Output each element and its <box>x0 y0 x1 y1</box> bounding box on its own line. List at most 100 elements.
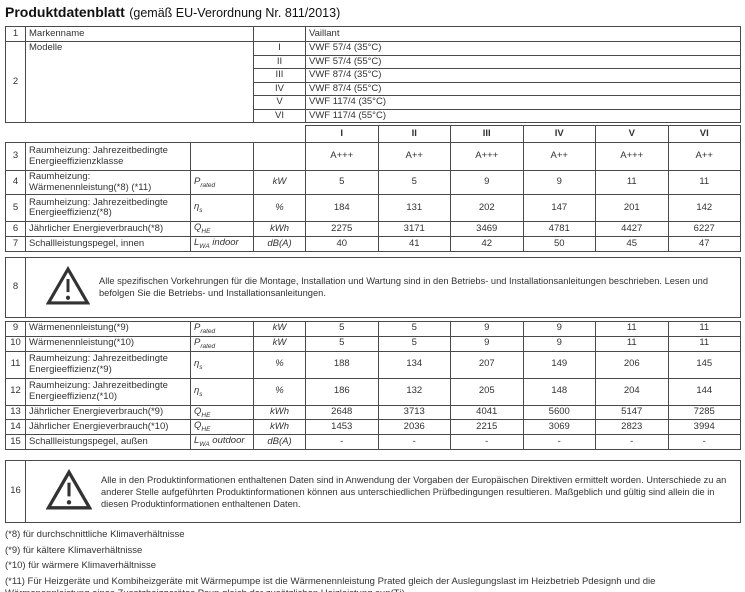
value-cell: 50 <box>522 235 596 252</box>
row-label: Raumheizung: Jahrezeitbedingte Energieef… <box>25 377 191 406</box>
value-cell: 5600 <box>522 404 596 421</box>
model-name: VWF 117/4 (55°C) <box>305 108 741 123</box>
brand-value: Vaillant <box>305 26 741 42</box>
value-cell: 5 <box>377 170 451 195</box>
row-number: 10 <box>5 335 26 352</box>
unit: kW <box>253 170 306 195</box>
value-cell: A++ <box>377 142 451 171</box>
row-number: 7 <box>5 235 26 252</box>
footnote: (*11) Für Heizgeräte und Kombiheizgeräte… <box>5 575 656 592</box>
unit: % <box>253 377 306 406</box>
model-numeral: II <box>253 54 306 69</box>
value-cell: 11 <box>667 170 741 195</box>
value-cell: 4781 <box>522 221 596 237</box>
value-cell: 40 <box>305 235 379 252</box>
value-cell: 4041 <box>450 404 524 421</box>
heating-data-table-cold-warm-climate: 9 Wärmenennleistung(*9) Prated kW 5 5 9 9 11 11 10… <box>5 320 741 451</box>
value-cell: - <box>522 434 596 451</box>
value-cell: 5 <box>377 335 451 352</box>
value-cell: 2823 <box>595 419 669 436</box>
row-number: 16 <box>5 460 26 524</box>
data-row: 11 Raumheizung: Jahrezeitbedingte Energie… <box>5 350 741 379</box>
value-cell: 145 <box>667 350 741 379</box>
data-row: 14 Jährlicher Energieverbrauch(*10) QHE kWh… <box>5 419 741 436</box>
column-header: IV <box>522 125 596 143</box>
symbol: QHE <box>190 404 254 421</box>
row-number: 12 <box>5 377 26 406</box>
value-cell: A+++ <box>595 142 669 171</box>
row-number: 13 <box>5 404 26 421</box>
value-cell: 9 <box>450 320 524 337</box>
model-row: VI VWF 117/4 (55°C) <box>6 108 741 123</box>
value-cell: 2215 <box>450 419 524 436</box>
warning-text: Alle in den Produktinformationen enthalt… <box>101 474 727 509</box>
value-cell: - <box>667 434 741 451</box>
row-number: 5 <box>5 194 26 222</box>
model-numeral <box>253 26 306 42</box>
warning-text: Alle spezifischen Vorkehrungen für die M… <box>99 276 708 299</box>
value-cell: 5 <box>305 320 379 337</box>
row-number: 11 <box>5 350 26 379</box>
warning-triangle-icon <box>45 265 91 310</box>
row-label: Raumheizung: Jahrezeitbedingte Energieef… <box>25 194 191 222</box>
row-number: 14 <box>5 419 26 436</box>
data-row: 12 Raumheizung: Jahrezeitbedingte Energie… <box>5 377 741 406</box>
column-header: III <box>450 125 524 143</box>
data-row: 13 Jährlicher Energieverbrauch(*9) QHE kWh 2… <box>5 404 741 421</box>
value-cell: 134 <box>377 350 451 379</box>
row-label: Raumheizung: Jahrezeitbedingte Energieef… <box>25 142 191 171</box>
row-number: 9 <box>5 320 26 337</box>
row-label: Jährlicher Energieverbrauch(*10) <box>25 419 191 436</box>
model-row: 2 Modelle I VWF 57/4 (35°C) <box>5 41 741 123</box>
column-header: I <box>305 125 379 143</box>
model-name: VWF 57/4 (55°C) <box>305 54 741 69</box>
row-number: 4 <box>5 170 26 195</box>
row-number: 3 <box>5 142 26 171</box>
row-number: 1 <box>5 26 26 42</box>
row-label: Jährlicher Energieverbrauch(*9) <box>25 404 191 421</box>
value-cell: - <box>305 434 379 451</box>
value-cell: A+++ <box>450 142 524 171</box>
column-header-table: I II III IV V VI <box>305 125 741 143</box>
data-row: 4 Raumheizung: Wärmenennleistung(*8) (*11… <box>5 170 741 195</box>
unit: kW <box>253 320 306 337</box>
data-row: 10 Wärmenennleistung(*10) Prated kW 5 5 9 9 11 11 <box>5 335 741 352</box>
row-label: Raumheizung: Wärmenennleistung(*8) (*11) <box>25 170 191 195</box>
model-numeral: IV <box>253 81 306 96</box>
data-row: 9 Wärmenennleistung(*9) Prated kW 5 5 9 9 11 11 <box>5 320 741 337</box>
value-cell: 2036 <box>377 419 451 436</box>
footnote: (*10) für wärmere Klimaverhältnisse <box>5 560 156 572</box>
model-name: VWF 57/4 (35°C) <box>305 41 741 56</box>
symbol: ηs <box>190 350 254 379</box>
value-cell: 5 <box>377 320 451 337</box>
unit: kWh <box>253 404 306 421</box>
page-title: Produktdatenblatt (gemäß EU-Verordnung N… <box>0 0 745 21</box>
value-cell: 11 <box>595 320 669 337</box>
model-numeral: I <box>253 41 306 56</box>
value-cell: 9 <box>450 335 524 352</box>
value-cell: 6227 <box>667 221 741 237</box>
value-cell: 41 <box>377 235 451 252</box>
footnote: (*9) für kältere Klimaverhältnisse <box>5 544 143 556</box>
value-cell: 184 <box>305 194 379 222</box>
value-cell: 3171 <box>377 221 451 237</box>
unit: kW <box>253 335 306 352</box>
column-header-row: I II III IV V VI <box>305 125 741 143</box>
brand-model-table: 1 Markenname Vaillant 2 Modelle I VWF 57/4 (35… <box>5 26 741 123</box>
model-numeral: VI <box>253 108 306 123</box>
value-cell: 142 <box>667 194 741 222</box>
symbol: ηs <box>190 377 254 406</box>
value-cell: 5147 <box>595 404 669 421</box>
row-label: Modelle <box>25 41 254 123</box>
value-cell: 188 <box>305 350 379 379</box>
data-row: 7 Schallleistungspegel, innen LWA indoor dB… <box>5 235 741 252</box>
row-label: Wärmenennleistung(*10) <box>25 335 191 352</box>
unit: kWh <box>253 221 306 237</box>
row-label: Schallleistungspegel, außen <box>25 434 191 451</box>
unit: dB(A) <box>253 434 306 451</box>
value-cell: A++ <box>667 142 741 171</box>
value-cell: 5 <box>305 170 379 195</box>
footnote: (*8) für durchschnittliche Klimaverhältn… <box>5 529 185 541</box>
value-cell: 9 <box>522 320 596 337</box>
